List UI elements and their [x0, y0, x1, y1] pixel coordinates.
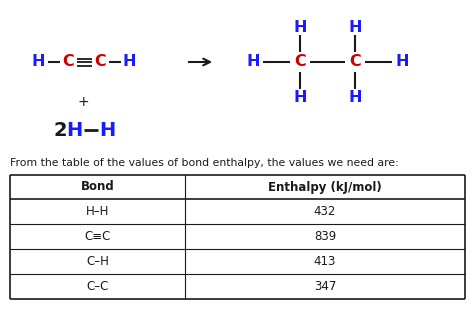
Text: C≡C: C≡C [84, 230, 111, 243]
Text: H: H [348, 20, 362, 35]
Text: H: H [395, 55, 409, 70]
Text: H: H [122, 55, 136, 70]
Text: Enthalpy (kJ/mol): Enthalpy (kJ/mol) [268, 181, 382, 194]
Text: 432: 432 [314, 205, 336, 218]
Text: C: C [94, 55, 106, 70]
Text: C: C [294, 55, 306, 70]
Text: C: C [62, 55, 74, 70]
Text: C–C: C–C [86, 280, 109, 293]
Text: From the table of the values of bond enthalpy, the values we need are:: From the table of the values of bond ent… [10, 158, 399, 168]
Text: +: + [77, 95, 89, 109]
Text: 347: 347 [314, 280, 336, 293]
Text: H: H [246, 55, 260, 70]
Text: H: H [293, 90, 307, 105]
Text: H: H [348, 90, 362, 105]
Text: H: H [66, 121, 82, 140]
Text: H: H [99, 121, 115, 140]
Text: Bond: Bond [81, 181, 114, 194]
Text: C: C [349, 55, 361, 70]
Text: H–H: H–H [86, 205, 109, 218]
Text: 413: 413 [314, 255, 336, 268]
Text: 2: 2 [53, 121, 67, 140]
Text: 839: 839 [314, 230, 336, 243]
Text: H: H [31, 55, 45, 70]
Text: H: H [293, 20, 307, 35]
Text: C–H: C–H [86, 255, 109, 268]
